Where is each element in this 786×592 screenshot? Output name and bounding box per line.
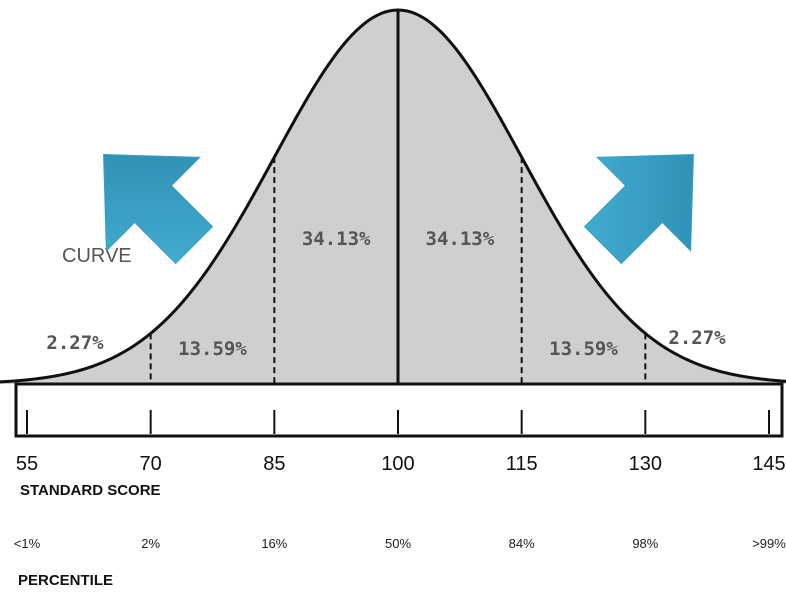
score-tick-labels: 55 70 85 100 115 130 145 — [16, 453, 786, 475]
curve-area — [0, 10, 786, 384]
percentile-title: PERCENTILE — [18, 572, 113, 589]
score-tick-label: 55 — [16, 453, 38, 475]
region-label: 34.13% — [302, 228, 371, 250]
region-label: 2.27% — [46, 332, 104, 354]
score-tick-label: 145 — [752, 453, 785, 475]
arrow-up-right-icon — [583, 154, 694, 265]
percentile-tick-label: 98% — [632, 536, 658, 551]
curve-layer — [0, 8, 786, 384]
divider-lines — [149, 10, 647, 384]
percentile-tick-label: >99% — [752, 536, 786, 551]
curve-outline — [0, 8, 786, 384]
score-tick-label: 100 — [381, 453, 414, 475]
region-label: 13.59% — [549, 338, 618, 360]
region-label: 13.59% — [178, 338, 247, 360]
region-label: 34.13% — [426, 228, 495, 250]
percentile-tick-label: 2% — [141, 536, 160, 551]
arrow-up-left-icon — [103, 154, 214, 265]
background-text: CURVE — [62, 245, 132, 267]
percentile-tick-label: 50% — [385, 536, 411, 551]
score-tick-label: 70 — [140, 453, 162, 475]
region-label: 2.27% — [668, 327, 726, 349]
percentile-tick-labels: <1% 2% 16% 50% 84% 98% >99% — [14, 536, 786, 551]
axis-ticks — [26, 410, 770, 434]
score-tick-label: 130 — [629, 453, 662, 475]
x-axis-title: STANDARD SCORE — [20, 482, 161, 499]
percentile-tick-label: <1% — [14, 536, 41, 551]
score-tick-label: 115 — [506, 453, 538, 475]
region-labels: 2.27% 13.59% 34.13% 34.13% 13.59% 2.27% — [46, 228, 726, 360]
percentile-tick-label: 16% — [261, 536, 287, 551]
score-tick-label: 85 — [263, 453, 285, 475]
percentile-tick-label: 84% — [509, 536, 535, 551]
